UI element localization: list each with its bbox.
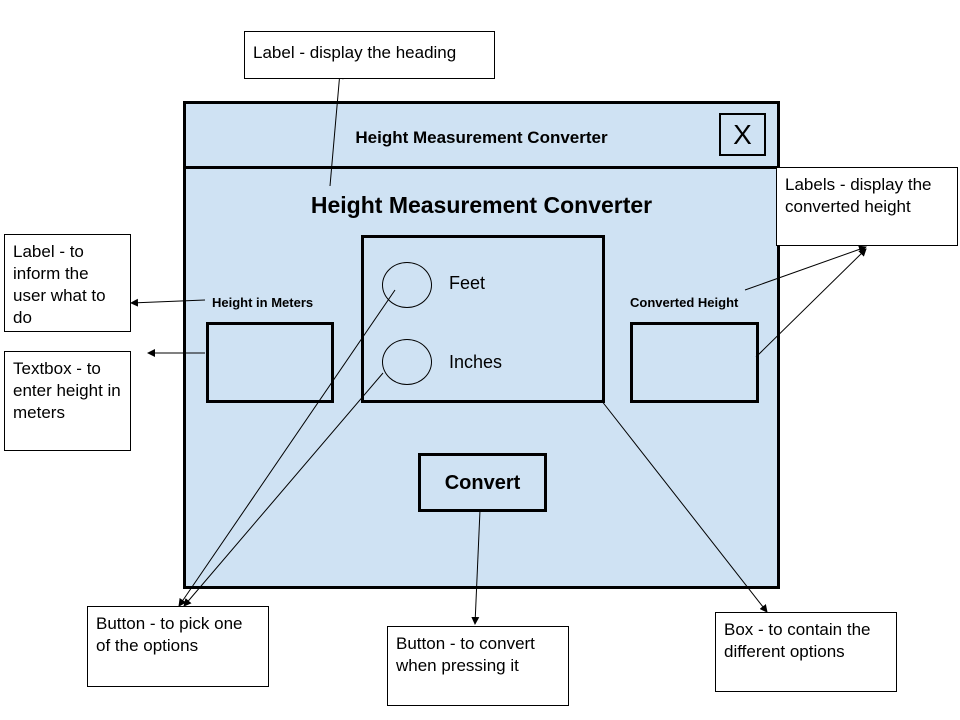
note-input-label: Label - to inform the user what to do: [4, 234, 131, 332]
convert-button[interactable]: Convert: [418, 453, 547, 512]
output-box-arrow: [755, 248, 867, 358]
note-heading: Label - display the heading: [244, 31, 495, 79]
feet-radio-arrow: [178, 289, 396, 607]
inches-radio-button[interactable]: [382, 339, 432, 385]
convert-arrow: [471, 509, 481, 625]
inches-option-label: Inches: [449, 352, 503, 372]
heading-arrow: [329, 71, 344, 187]
close-button[interactable]: X: [719, 113, 766, 156]
height-in-meters-label: Height in Meters: [212, 295, 314, 310]
note-textbox: Textbox - to enter height in meters: [4, 351, 131, 451]
feet-radio-button[interactable]: [382, 262, 432, 308]
input-label-arrow: [130, 298, 206, 307]
note-radio: Button - to pick one of the options: [87, 606, 269, 687]
options-box-arrow: [600, 399, 768, 613]
note-convert: Button - to convert when pressing it: [387, 626, 569, 706]
heading-label: Height Measurement Converter: [310, 192, 653, 218]
converted-height-label: Converted Height: [630, 295, 739, 310]
output-label-arrow: [744, 245, 867, 291]
window-title: Height Measurement Converter: [355, 128, 608, 147]
converted-height-output: [630, 322, 759, 403]
converter-window: Height Measurement Converter X Height Me…: [183, 101, 780, 589]
options-box: Feet Inches: [361, 235, 605, 403]
note-options-box: Box - to contain the different options: [715, 612, 897, 692]
feet-option-label: Feet: [449, 273, 486, 293]
title-bar: Height Measurement Converter X: [186, 104, 777, 169]
meters-textbox[interactable]: [206, 322, 334, 403]
inches-radio-arrow: [183, 372, 384, 607]
note-output: Labels - display the converted height: [776, 167, 958, 246]
